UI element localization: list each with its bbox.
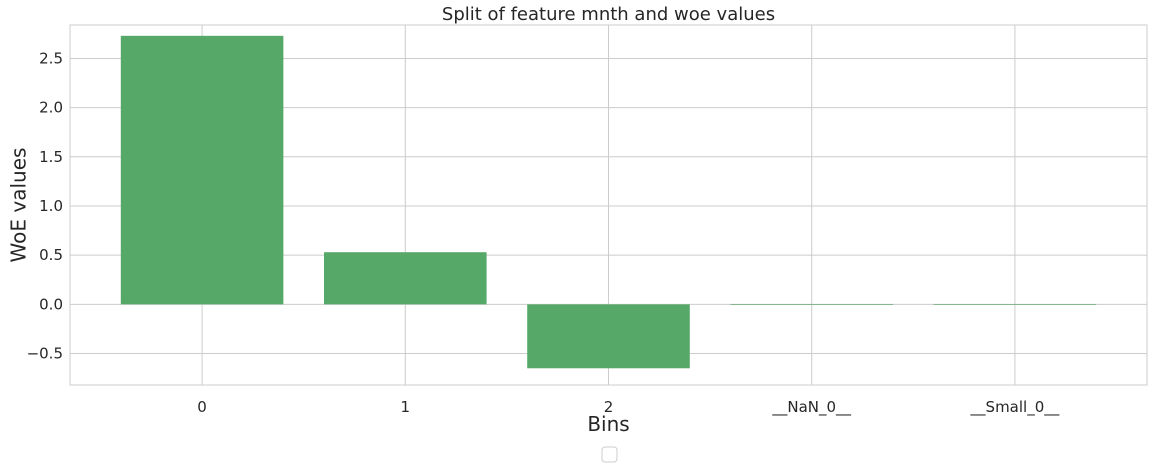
x-tick-label: 1 — [401, 398, 411, 416]
bar — [933, 304, 1097, 305]
x-tick-label: 2 — [604, 398, 614, 416]
x-tick-label: __NaN_0__ — [771, 398, 851, 417]
legend-box — [601, 446, 618, 463]
bar — [324, 252, 487, 305]
y-tick-label: 0.0 — [39, 295, 63, 313]
y-tick-label: 1.0 — [39, 197, 63, 215]
x-tick-labels: 0 1 2 __NaN_0__ __Small_0__ — [197, 398, 1059, 417]
x-tick-label: __Small_0__ — [970, 398, 1060, 417]
y-tick-label: 2.0 — [39, 99, 63, 117]
y-axis-title: WoE values — [7, 148, 31, 263]
y-tick-label: −0.5 — [27, 345, 63, 363]
y-tick-label: 1.5 — [39, 148, 63, 166]
bar — [120, 35, 284, 305]
y-tick-label: 0.5 — [39, 246, 63, 264]
bar — [527, 304, 690, 369]
plot-frame — [69, 24, 1148, 386]
chart-title: Split of feature mnth and woe values — [442, 4, 775, 25]
y-tick-label: 2.5 — [39, 49, 63, 67]
y-tick-labels: −0.5 0.0 0.5 1.0 1.5 2.0 2.5 — [27, 49, 63, 362]
x-axis-title: Bins — [587, 412, 629, 436]
bar — [730, 304, 893, 305]
bar-layer — [120, 35, 1097, 369]
x-tick-label: 0 — [197, 398, 207, 416]
